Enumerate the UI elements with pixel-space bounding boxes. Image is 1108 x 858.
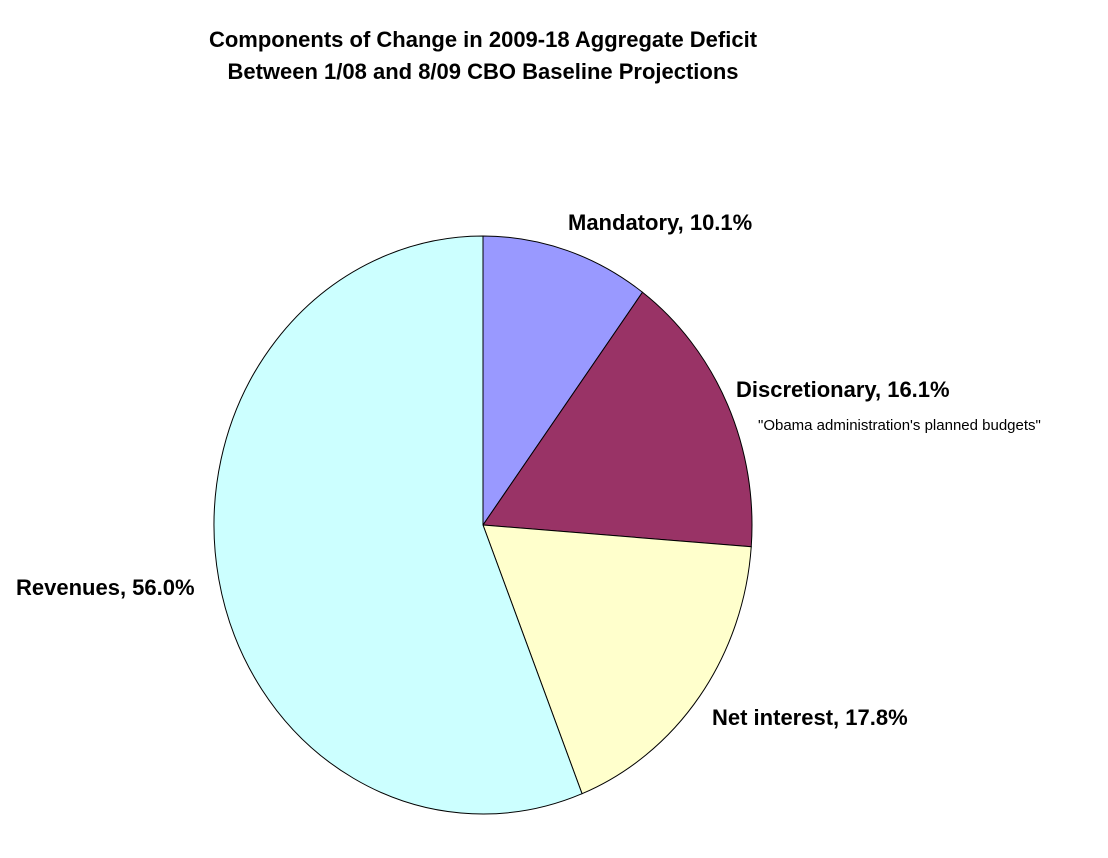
chart-title: Components of Change in 2009-18 Aggregat… xyxy=(209,27,758,52)
pie-slices xyxy=(213,235,753,815)
chart-subtitle: Between 1/08 and 8/09 CBO Baseline Proje… xyxy=(227,59,738,84)
pie-slice-revenues xyxy=(213,235,583,815)
pie-slice-net-interest xyxy=(482,524,752,795)
pie-slice-mandatory xyxy=(482,235,644,527)
slice-label-net-interest: Net interest, 17.8% xyxy=(712,705,908,730)
pie-slice-discretionary xyxy=(482,291,753,548)
slice-label-revenues: Revenues, 56.0% xyxy=(16,575,195,600)
slice-label-discretionary: Discretionary, 16.1% xyxy=(736,377,950,402)
discretionary-annotation: "Obama administration's planned budgets" xyxy=(758,417,1041,434)
slice-label-mandatory: Mandatory, 10.1% xyxy=(568,210,752,235)
